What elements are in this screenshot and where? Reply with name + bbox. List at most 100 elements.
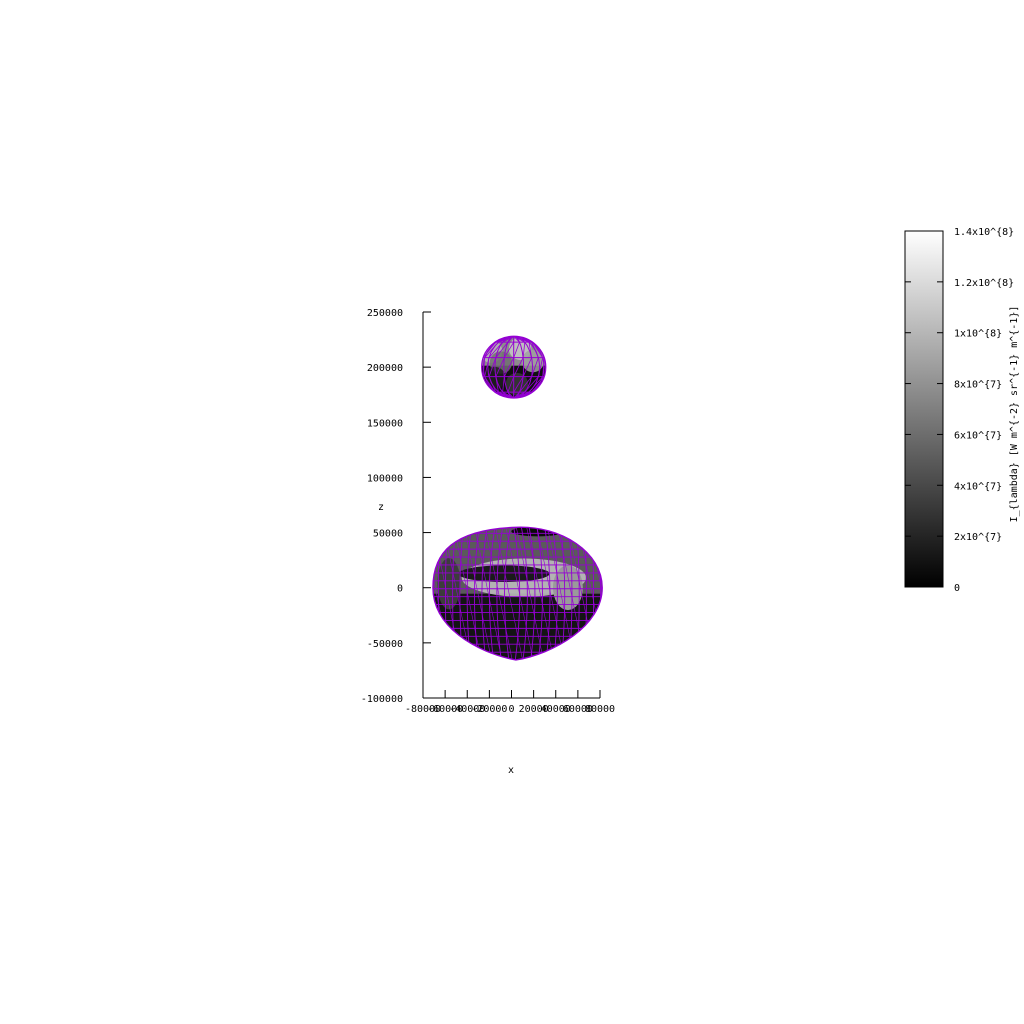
sphere-mesh-diag bbox=[528, 342, 533, 358]
sphere-mesh-diag bbox=[495, 357, 505, 377]
z-tick-label: 200000 bbox=[367, 363, 403, 374]
sphere-mesh-diag bbox=[503, 357, 515, 377]
sphere-mesh-diag bbox=[542, 357, 545, 377]
sphere-mesh-line bbox=[503, 336, 514, 399]
sphere-mesh-diag bbox=[507, 391, 514, 399]
sphere-mesh-diag bbox=[513, 336, 525, 343]
z-tick-label: 0 bbox=[397, 584, 403, 595]
sphere-mesh-diag bbox=[488, 357, 497, 377]
disc-mesh-diag bbox=[598, 527, 603, 660]
sphere-facet bbox=[483, 366, 506, 390]
disc-mesh-line bbox=[488, 527, 497, 660]
disc-mesh-line bbox=[512, 527, 521, 660]
sphere-mesh-diag bbox=[522, 342, 526, 358]
sphere-mesh-diag bbox=[532, 341, 544, 358]
sphere-mesh-diag bbox=[495, 376, 499, 393]
colorbar-tick-label: 1.2x10^{8} bbox=[954, 278, 1014, 289]
z-tick-label: 50000 bbox=[373, 529, 403, 540]
disc-outline bbox=[432, 526, 603, 661]
sphere-mesh-diag bbox=[507, 336, 514, 343]
sphere-mesh-line bbox=[513, 336, 534, 399]
disc-mesh-diag bbox=[484, 527, 515, 660]
sphere-mesh-diag bbox=[495, 391, 514, 399]
x-axis-label: x bbox=[508, 765, 514, 776]
x-tick-label: -20000 bbox=[471, 704, 507, 715]
x-tick-label: 60000 bbox=[563, 704, 593, 715]
sphere-mesh-diag bbox=[531, 357, 539, 377]
x-tick-label: 40000 bbox=[541, 704, 571, 715]
colorbar-tick-label: 1.4x10^{8} bbox=[954, 227, 1014, 238]
z-tick-label: -50000 bbox=[367, 639, 403, 650]
sphere-mesh-diag bbox=[494, 336, 514, 343]
colorbar-tick-label: 6x10^{7} bbox=[954, 430, 1002, 441]
z-axis-label: z bbox=[378, 502, 384, 513]
colorbar: 0 2x10^{7} 4x10^{7} 6x10^{7} 8x10^{7} 1x10^{8… bbox=[904, 227, 1020, 594]
colorbar-tick-label: 1x10^{8} bbox=[954, 329, 1002, 340]
disc-mesh-line bbox=[535, 527, 543, 660]
sphere-mesh-line bbox=[494, 336, 514, 399]
disc-right-band bbox=[552, 565, 583, 611]
disc-mesh-diag bbox=[453, 527, 484, 660]
sphere-mesh-diag bbox=[528, 376, 544, 393]
z-tick-label: -100000 bbox=[361, 694, 403, 705]
disc-mesh-diag bbox=[515, 527, 546, 660]
sphere-mesh-diag bbox=[513, 391, 525, 399]
sphere-mesh-diag bbox=[488, 341, 503, 358]
disc-mesh-diag bbox=[609, 525, 638, 668]
sphere-mesh-diag bbox=[519, 376, 532, 393]
colorbar-tick-label: 0 bbox=[954, 583, 960, 594]
x-tick-label: 0 bbox=[508, 704, 514, 715]
sphere-mesh-diag bbox=[495, 341, 509, 358]
sphere-mesh-diag bbox=[513, 391, 520, 399]
sphere-mesh-line bbox=[513, 336, 525, 399]
sphere-mesh-diag bbox=[538, 357, 544, 377]
sphere-mesh-diag bbox=[531, 376, 545, 393]
sphere-mesh-diag bbox=[513, 357, 524, 377]
sphere-mesh-diag bbox=[524, 376, 539, 393]
sphere-mesh-diag bbox=[522, 357, 533, 377]
sphere-mesh-diag bbox=[502, 376, 505, 393]
z-tick-label: 100000 bbox=[367, 473, 403, 484]
colorbar-label: I_{lambda} [W m^{-2} sr^{-1} m^{-1}] bbox=[1009, 306, 1020, 523]
disc-mesh-diag bbox=[505, 527, 535, 660]
colorbar-gradient bbox=[904, 230, 944, 588]
sphere-mesh-diag bbox=[488, 376, 497, 393]
colorbar-tick-label: 2x10^{7} bbox=[954, 532, 1002, 543]
sphere-mesh-diag bbox=[482, 341, 497, 358]
sphere-mesh-diag bbox=[484, 357, 490, 377]
disc-left-dark bbox=[437, 558, 461, 610]
x-tick-label: 80000 bbox=[585, 704, 615, 715]
sphere-mesh-diag bbox=[503, 341, 515, 358]
colorbar-tick-label: 8x10^{7} bbox=[954, 380, 1002, 391]
disc-mesh-diag bbox=[402, 525, 431, 668]
disc-mesh-line bbox=[504, 527, 512, 660]
sphere-outline bbox=[481, 335, 547, 399]
sphere-mesh-diag bbox=[484, 341, 499, 358]
z-tick-label: 250000 bbox=[367, 308, 403, 319]
disc-mesh-diag bbox=[494, 527, 525, 660]
disc-mesh-diag bbox=[474, 527, 504, 660]
disc-mesh-diag bbox=[463, 527, 494, 660]
disc-mesh-diag bbox=[526, 527, 556, 660]
disc-mesh-diag bbox=[630, 525, 659, 668]
disc-mesh-line bbox=[520, 527, 528, 660]
colorbar-tick-label: 4x10^{7} bbox=[954, 481, 1002, 492]
disc-mesh-diag bbox=[620, 525, 649, 668]
sphere-mesh-diag bbox=[507, 376, 515, 393]
sphere-mesh-diag bbox=[513, 336, 520, 343]
sphere-mesh-diag bbox=[482, 357, 486, 377]
disc-mesh bbox=[402, 525, 669, 668]
disc-mesh-diag bbox=[640, 525, 669, 668]
x-tick-label: -60000 bbox=[427, 704, 463, 715]
sphere-mesh-diag bbox=[513, 342, 520, 358]
x-tick-label: -40000 bbox=[449, 704, 485, 715]
sphere-mesh bbox=[481, 335, 547, 399]
x-tick-label: -80000 bbox=[405, 704, 441, 715]
sphere-mesh-diag bbox=[513, 376, 524, 393]
x-tick-label: 20000 bbox=[519, 704, 549, 715]
sphere-mesh-diag bbox=[531, 342, 539, 358]
z-tick-label: 150000 bbox=[367, 418, 403, 429]
disc-mesh-line bbox=[527, 527, 536, 660]
sphere-mesh-diag bbox=[484, 376, 496, 393]
